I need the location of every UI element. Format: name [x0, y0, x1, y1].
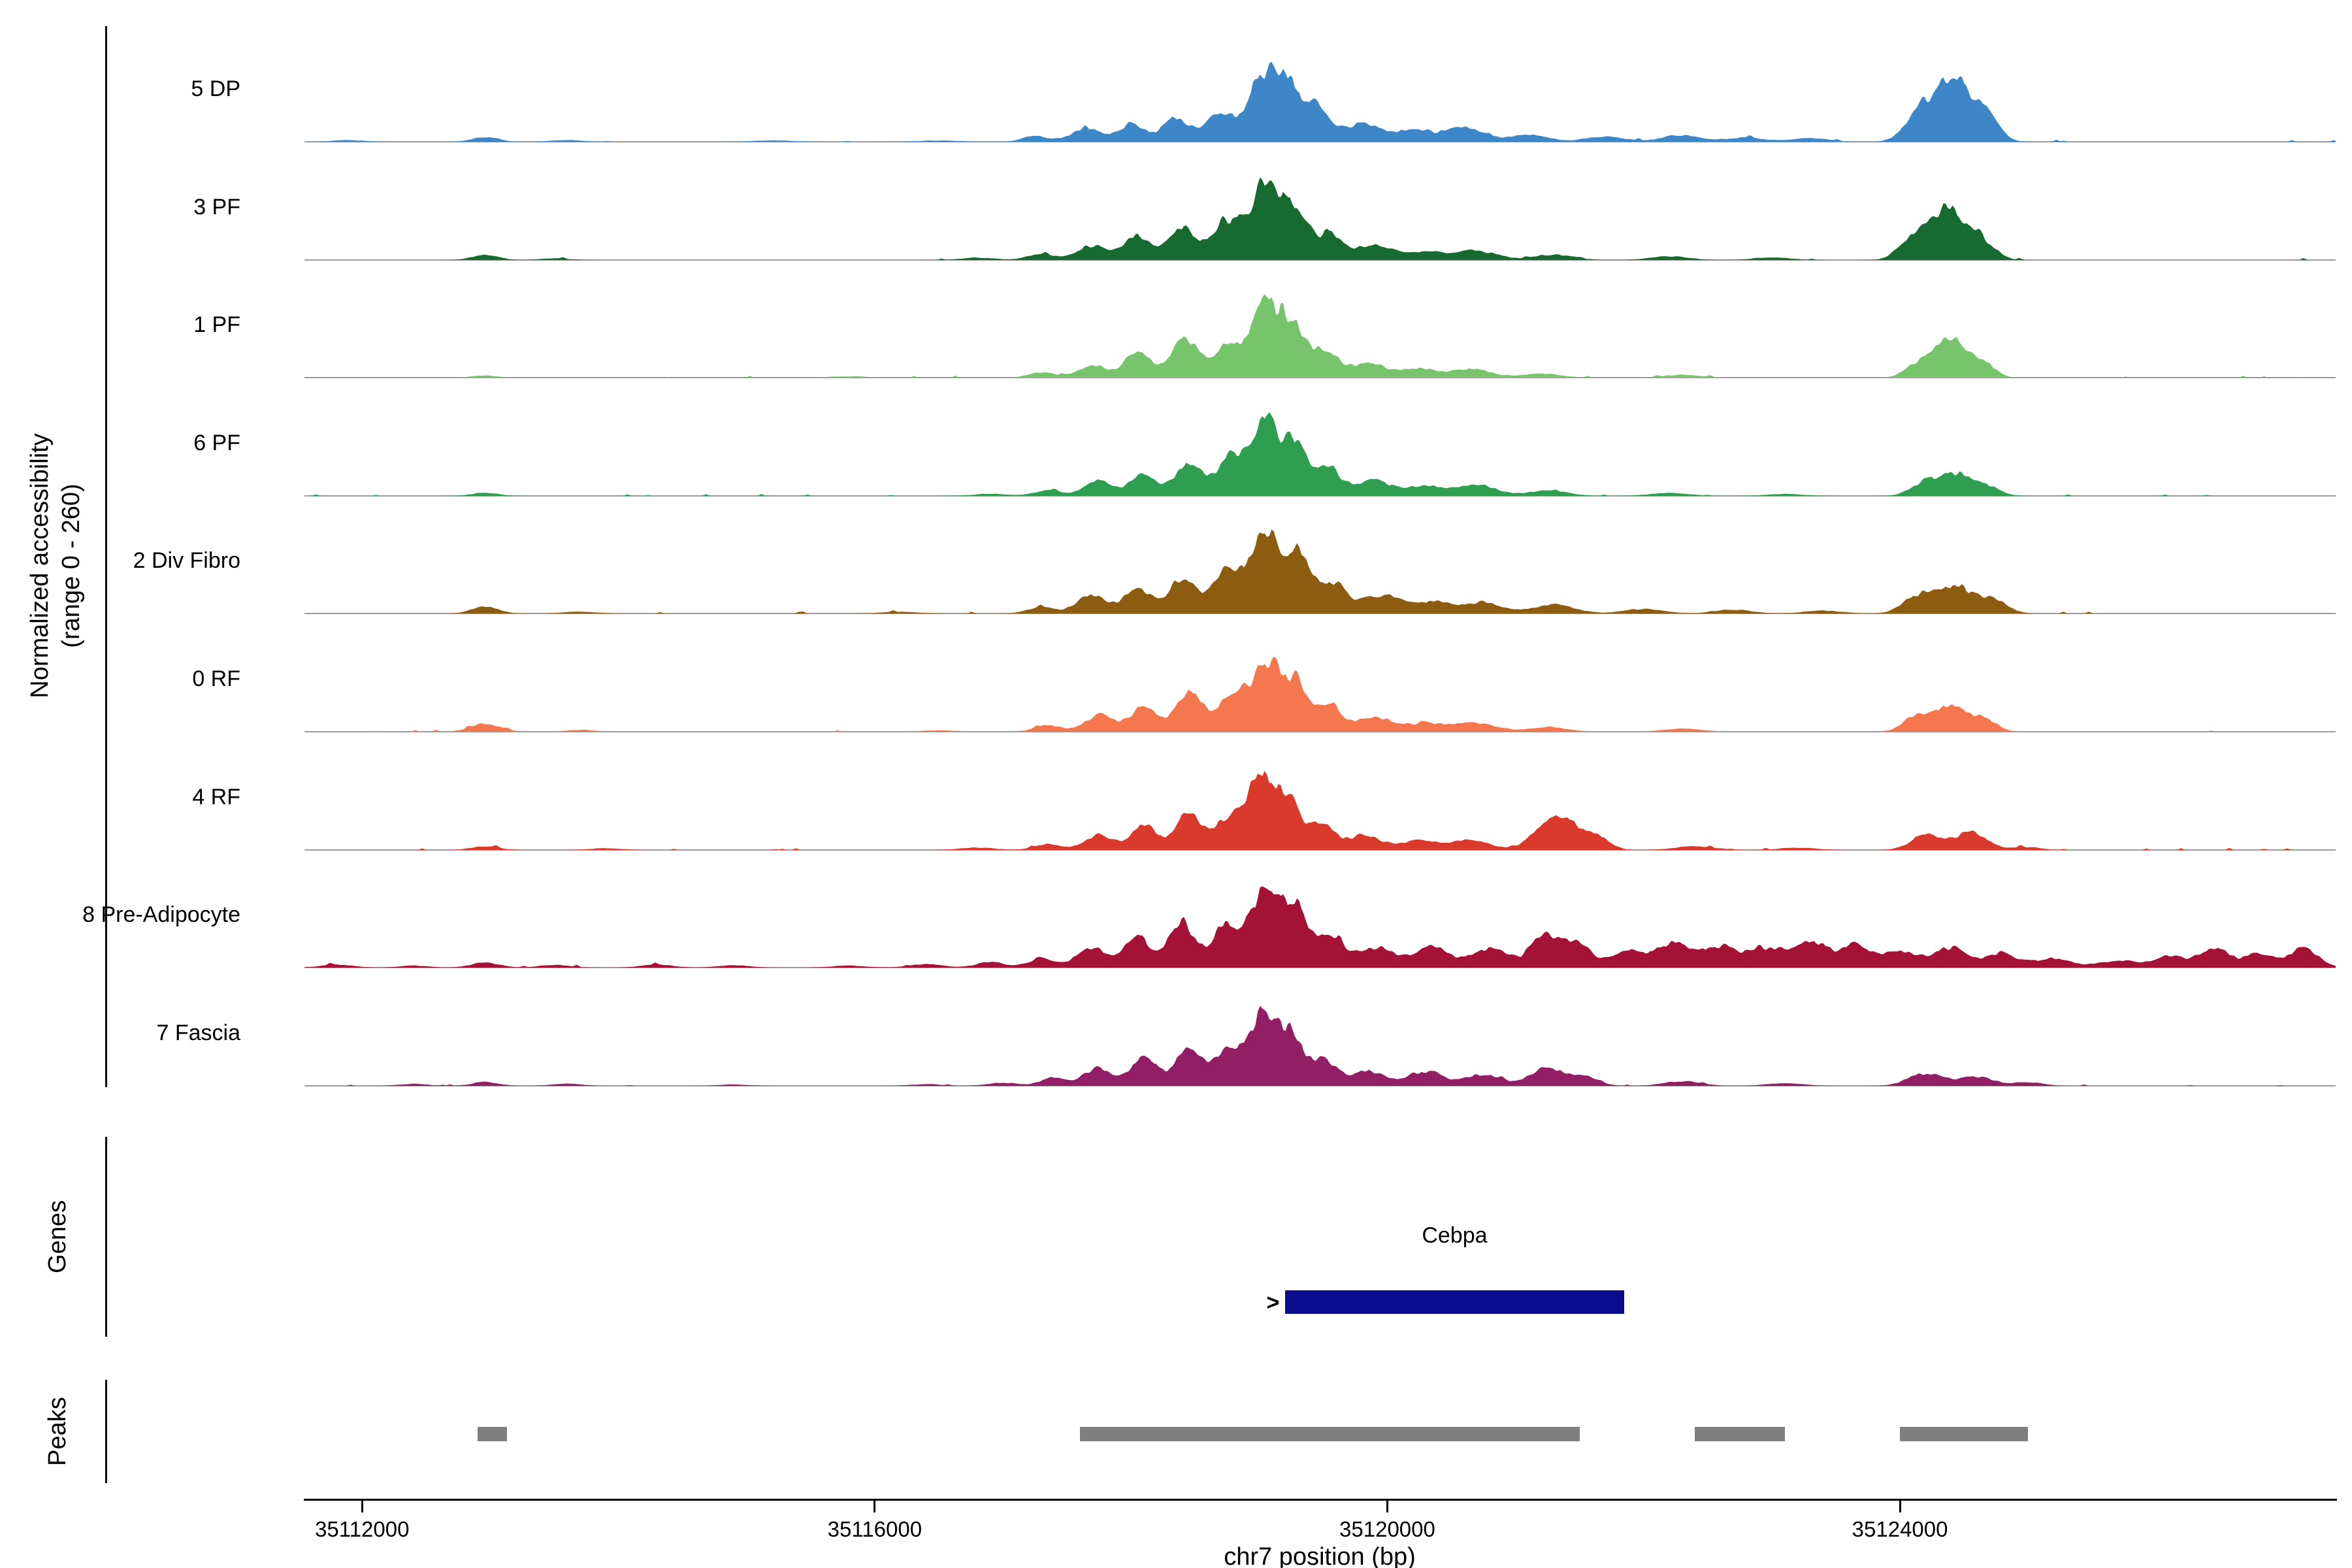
tracks-axis-line — [105, 26, 107, 1087]
peaks-section-label: Peaks — [44, 1397, 71, 1466]
track-signal-0-rf — [304, 657, 2336, 732]
track-label-5-dp: 5 DP — [191, 76, 240, 101]
x-axis-tick-label: 35120000 — [1339, 1517, 1435, 1541]
track-area-4-rf — [304, 770, 2336, 850]
peak-interval-bar — [1695, 1427, 1785, 1441]
track-area-5-dp — [304, 61, 2336, 142]
track-signal-6-pf — [304, 412, 2336, 496]
x-axis-tick — [1386, 1501, 1388, 1512]
x-axis-line — [304, 1499, 2337, 1501]
track-label-2-div-fibro: 2 Div Fibro — [133, 548, 240, 574]
track-area-6-pf — [304, 412, 2336, 496]
x-axis-tick — [361, 1501, 363, 1512]
track-label-0-rf: 0 RF — [192, 666, 240, 691]
genes-section-label: Genes — [44, 1200, 71, 1273]
genes-axis-line — [105, 1137, 107, 1337]
track-signal-7-fascia — [304, 1005, 2336, 1086]
track-area-0-rf — [304, 657, 2336, 732]
track-signal-8-pre-adipocyte — [304, 886, 2336, 968]
track-signal-3-pf — [304, 177, 2336, 260]
track-signal-5-dp — [304, 61, 2336, 142]
track-label-6-pf: 6 PF — [193, 430, 240, 455]
gene-strand-arrow-icon: > — [1266, 1290, 1280, 1315]
track-signal-2-div-fibro — [304, 530, 2336, 614]
x-axis-title: chr7 position (bp) — [1224, 1543, 1416, 1568]
peak-interval-bar — [1079, 1427, 1580, 1441]
gene-body-bar — [1284, 1290, 1625, 1314]
track-area-1-pf — [304, 294, 2336, 378]
track-label-3-pf: 3 PF — [193, 194, 240, 220]
x-axis-tick-label: 35112000 — [315, 1517, 410, 1541]
track-label-1-pf: 1 PF — [193, 312, 240, 338]
x-axis-tick — [1899, 1501, 1901, 1512]
track-label-7-fascia: 7 Fascia — [156, 1020, 241, 1045]
x-axis-tick — [874, 1501, 876, 1512]
track-signal-1-pf — [304, 294, 2336, 378]
track-area-8-pre-adipocyte — [304, 886, 2336, 968]
track-area-2-div-fibro — [304, 530, 2336, 614]
peak-interval-bar — [477, 1427, 507, 1441]
gene-name-label: Cebpa — [1422, 1223, 1488, 1248]
x-axis-tick-label: 35124000 — [1852, 1517, 1948, 1541]
track-area-7-fascia — [304, 1005, 2336, 1086]
track-area-3-pf — [304, 177, 2336, 260]
peak-interval-bar — [1900, 1427, 2029, 1441]
track-label-8-pre-adipocyte: 8 Pre-Adipocyte — [82, 902, 240, 928]
x-axis-tick-label: 35116000 — [827, 1517, 923, 1541]
peaks-axis-line — [105, 1380, 107, 1483]
track-label-4-rf: 4 RF — [192, 784, 240, 809]
track-signal-4-rf — [304, 770, 2336, 850]
